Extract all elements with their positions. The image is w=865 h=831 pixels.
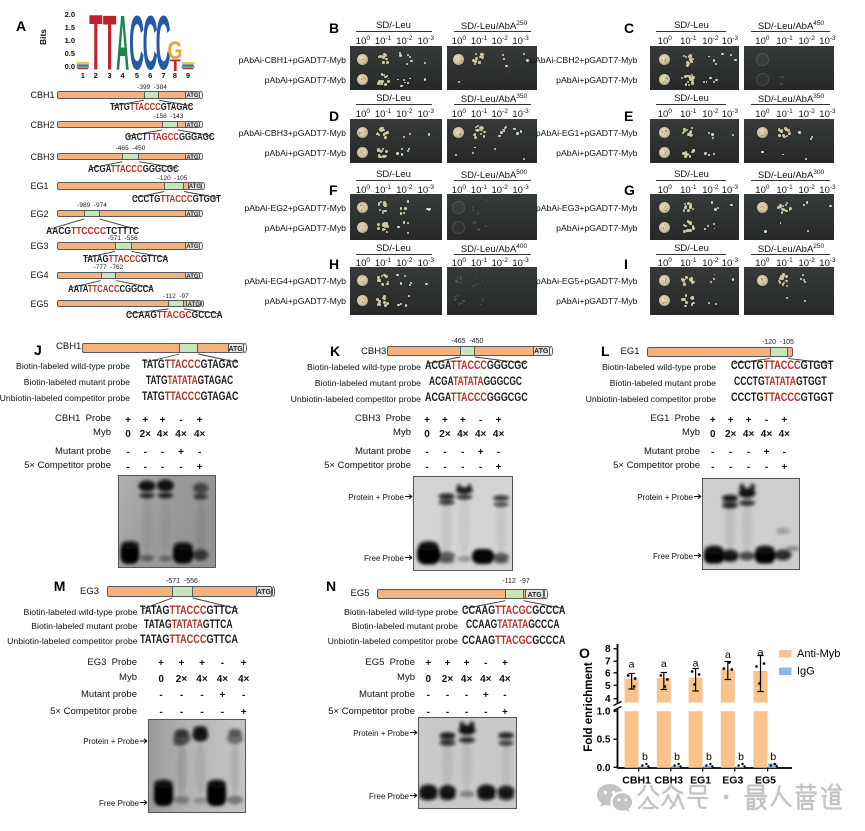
svg-text:IgG: IgG [797, 666, 815, 678]
svg-text:Bits: Bits [38, 29, 48, 45]
svg-text:8: 8 [173, 71, 177, 80]
svg-text:6: 6 [148, 71, 152, 80]
svg-text:b: b [770, 751, 776, 763]
svg-text:b: b [738, 751, 744, 763]
svg-text:b: b [674, 751, 680, 763]
svg-text:CBH1: CBH1 [622, 775, 651, 787]
svg-text:EG5: EG5 [755, 775, 776, 787]
svg-text:4: 4 [120, 71, 125, 80]
svg-text:1.0: 1.0 [597, 707, 611, 718]
svg-text:CBH3: CBH3 [655, 775, 684, 787]
svg-text:T: T [103, 8, 116, 83]
svg-text:1.5: 1.5 [65, 23, 75, 32]
svg-text:G: G [168, 37, 183, 65]
svg-text:Fold enrichment: Fold enrichment [583, 662, 595, 752]
svg-text:A: A [116, 8, 129, 83]
svg-text:2.0: 2.0 [65, 10, 75, 19]
svg-text:EG3: EG3 [722, 775, 743, 787]
svg-text:4: 4 [605, 694, 611, 705]
svg-text:a: a [758, 647, 764, 659]
svg-text:T: T [89, 8, 102, 83]
svg-text:a: a [725, 649, 731, 661]
svg-text:1.0: 1.0 [65, 36, 75, 45]
svg-text:a: a [629, 659, 635, 671]
svg-text:5: 5 [135, 71, 139, 80]
svg-text:a: a [661, 658, 667, 670]
svg-text:0.5: 0.5 [65, 49, 75, 58]
svg-text:7: 7 [605, 657, 611, 668]
svg-text:Anti-Myb: Anti-Myb [797, 648, 840, 660]
svg-text:1: 1 [81, 71, 85, 80]
svg-text:0.0: 0.0 [597, 763, 611, 774]
svg-text:C: C [156, 8, 171, 83]
svg-text:2: 2 [94, 71, 98, 80]
svg-text:9: 9 [186, 71, 190, 80]
svg-text:C: C [143, 8, 158, 83]
svg-text:C: C [129, 8, 144, 83]
svg-text:EG1: EG1 [690, 775, 711, 787]
svg-text:3: 3 [108, 71, 112, 80]
svg-text:8: 8 [605, 644, 611, 655]
svg-text:7: 7 [161, 71, 165, 80]
svg-text:0.5: 0.5 [597, 735, 611, 746]
svg-text:0.0: 0.0 [65, 62, 75, 71]
svg-text:5: 5 [605, 681, 611, 692]
svg-text:b: b [642, 751, 648, 763]
svg-text:T: T [170, 55, 181, 75]
svg-text:6: 6 [605, 668, 611, 679]
svg-text:b: b [706, 751, 712, 763]
svg-text:a: a [693, 658, 699, 670]
